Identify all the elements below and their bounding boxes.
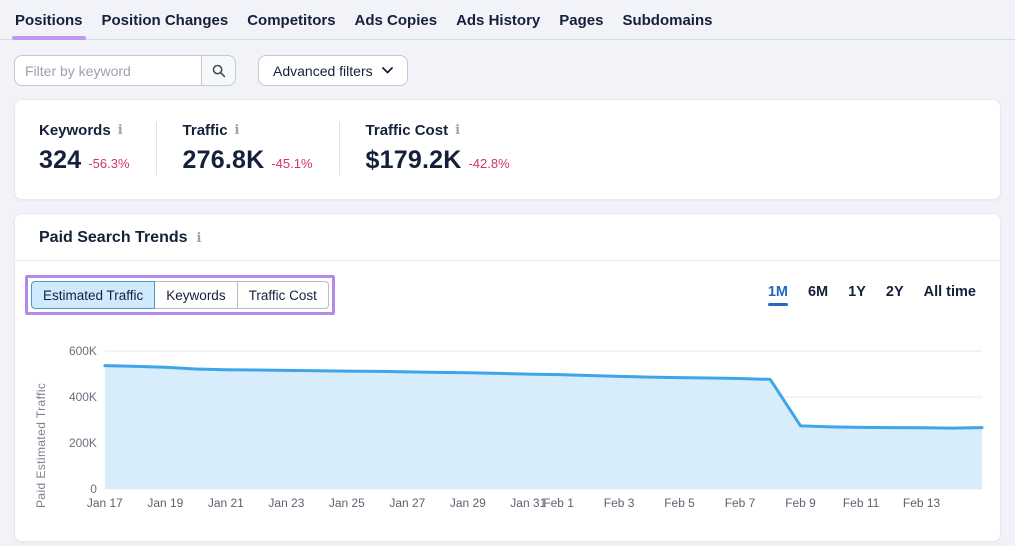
stat-label: Traffic Cost xyxy=(365,122,449,139)
metric-tabs: Estimated Traffic Keywords Traffic Cost xyxy=(31,281,329,309)
x-tick-label: Jan 19 xyxy=(147,496,183,510)
metric-tab-keywords[interactable]: Keywords xyxy=(154,281,238,309)
stat-label: Keywords xyxy=(39,122,111,139)
tab-position-changes[interactable]: Position Changes xyxy=(101,12,229,29)
stat-change: -42.8% xyxy=(468,156,510,171)
stat-value: 276.8K xyxy=(182,146,265,174)
info-icon[interactable]: i xyxy=(117,123,123,138)
range-1m[interactable]: 1M xyxy=(767,284,789,306)
paid-trends-chart: Paid Estimated Traffic 600K 400K 200K 0 Jan … xyxy=(15,315,1000,521)
x-tick-label: Jan 29 xyxy=(450,496,486,510)
x-tick-label: Jan 31 xyxy=(510,496,546,510)
x-tick-label: Feb 3 xyxy=(604,496,635,510)
trend-area xyxy=(104,365,983,489)
info-icon[interactable]: i xyxy=(196,230,202,246)
stat-divider xyxy=(338,122,340,175)
stat-label: Traffic xyxy=(182,122,228,139)
advanced-filters-button[interactable]: Advanced filters xyxy=(258,55,408,86)
search-icon xyxy=(212,64,225,77)
keyword-filter xyxy=(14,55,236,86)
chevron-down-icon xyxy=(381,67,393,74)
range-tabs: 1M 6M 1Y 2Y All time xyxy=(767,284,976,306)
y-tick-label: 600K xyxy=(69,344,97,358)
stat-traffic: Traffic i 276.8K -45.1% xyxy=(183,122,339,175)
stat-value: $179.2K xyxy=(365,146,462,174)
tab-ads-history[interactable]: Ads History xyxy=(456,12,541,29)
stat-keywords: Keywords i 324 -56.3% xyxy=(39,122,156,175)
range-2y[interactable]: 2Y xyxy=(885,284,904,300)
annotation-highlight: Estimated Traffic Keywords Traffic Cost xyxy=(25,275,335,315)
y-tick-label: 0 xyxy=(90,482,97,496)
x-tick-label: Feb 7 xyxy=(725,496,756,510)
range-all-time[interactable]: All time xyxy=(923,284,976,300)
x-tick-label: Jan 17 xyxy=(87,496,123,510)
metric-tab-traffic-cost[interactable]: Traffic Cost xyxy=(236,281,329,309)
x-tick-label: Feb 1 xyxy=(543,496,574,510)
tab-positions[interactable]: Positions xyxy=(12,10,86,40)
tab-subdomains[interactable]: Subdomains xyxy=(622,12,713,29)
x-tick-label: Feb 13 xyxy=(903,496,941,510)
range-1y[interactable]: 1Y xyxy=(848,284,866,300)
y-tick-label: 200K xyxy=(69,436,97,450)
tab-competitors[interactable]: Competitors xyxy=(247,12,336,29)
x-tick-label: Feb 5 xyxy=(664,496,695,510)
stat-divider xyxy=(155,122,157,175)
advanced-filters-label: Advanced filters xyxy=(273,62,373,79)
x-tick-label: Feb 9 xyxy=(785,496,816,510)
stat-value: 324 xyxy=(39,146,82,174)
tab-ads-copies[interactable]: Ads Copies xyxy=(354,12,438,29)
trend-controls: Estimated Traffic Keywords Traffic Cost 1M… xyxy=(15,261,1000,315)
summary-stats-card: Keywords i 324 -56.3% Traffic i 276.8K -45.1% Tr… xyxy=(14,99,1001,200)
keyword-filter-input[interactable] xyxy=(14,55,201,86)
stat-traffic-cost: Traffic Cost i $179.2K -42.8% xyxy=(366,122,536,175)
metric-tab-estimated-traffic[interactable]: Estimated Traffic xyxy=(31,281,156,309)
x-tick-label: Feb 11 xyxy=(843,496,880,510)
tab-pages[interactable]: Pages xyxy=(559,12,604,29)
y-tick-label: 400K xyxy=(69,390,97,404)
stats-row: Keywords i 324 -56.3% Traffic i 276.8K -45.1% Tr… xyxy=(39,122,976,175)
info-icon[interactable]: i xyxy=(234,123,240,138)
x-tick-label: Jan 23 xyxy=(268,496,304,510)
trend-line xyxy=(103,364,984,430)
trends-title: Paid Search Trends xyxy=(39,229,188,246)
x-tick-label: Jan 27 xyxy=(389,496,425,510)
stat-change: -56.3% xyxy=(88,156,130,171)
x-tick-label: Jan 25 xyxy=(329,496,365,510)
search-button[interactable] xyxy=(201,55,236,86)
report-tabs: Positions Position Changes Competitors Ads … xyxy=(0,0,1015,40)
filter-row: Advanced filters xyxy=(14,55,1001,86)
trends-header: Paid Search Trends i xyxy=(15,214,1000,261)
stat-change: -45.1% xyxy=(271,156,313,171)
x-tick-label: Jan 21 xyxy=(208,496,244,510)
info-icon[interactable]: i xyxy=(455,123,461,138)
y-axis-title: Paid Estimated Traffic xyxy=(34,382,48,508)
paid-search-trends-card: Paid Search Trends i Estimated Traffic Ke… xyxy=(14,213,1001,542)
range-6m[interactable]: 6M xyxy=(807,284,829,300)
